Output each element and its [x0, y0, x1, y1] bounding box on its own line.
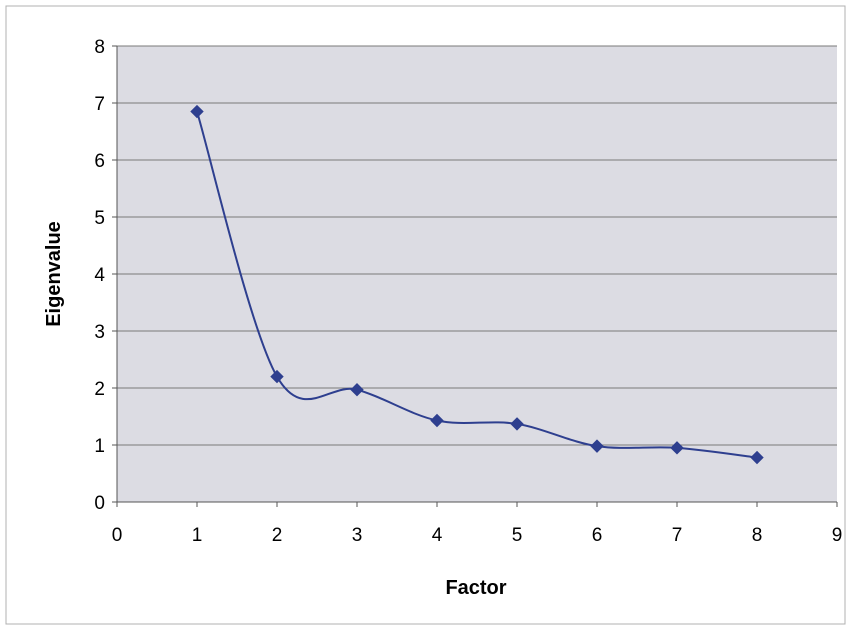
x-tick-label: 1: [192, 525, 203, 546]
series: [190, 104, 764, 465]
x-tick-label: 5: [512, 525, 523, 546]
x-tick-label: 8: [752, 525, 763, 546]
y-tick-label: 5: [94, 208, 105, 229]
x-axis-title: Factor: [445, 577, 506, 599]
y-tick-label: 8: [94, 37, 105, 58]
x-tick-labels: 0 1 2 3 4 5 6 7 8 9: [112, 525, 843, 546]
y-tick-label: 1: [94, 436, 105, 457]
gridlines: [117, 45, 837, 446]
y-axis-title: Eigenvalue: [43, 221, 65, 327]
data-point: [430, 413, 444, 428]
x-tick-label: 7: [672, 525, 683, 546]
y-tick-label: 2: [94, 379, 105, 400]
y-tick-label: 7: [94, 94, 105, 115]
x-tick-label: 4: [432, 525, 443, 546]
x-tick-label: 6: [592, 525, 603, 546]
data-point: [510, 417, 524, 431]
y-tick-label: 6: [94, 151, 105, 172]
x-tick-label: 2: [272, 525, 283, 546]
data-point: [670, 441, 684, 455]
data-point: [750, 450, 764, 465]
y-tick-label: 4: [94, 265, 105, 286]
data-point: [270, 369, 284, 384]
y-tick-label: 3: [94, 322, 105, 343]
x-tick-label: 3: [352, 525, 363, 546]
data-point: [350, 383, 364, 397]
y-tick-label: 0: [94, 493, 105, 514]
x-tick-label: 9: [832, 525, 843, 546]
data-point: [190, 104, 204, 119]
y-tick-labels: 0 1 2 3 4 5 6 7 8: [94, 37, 105, 514]
x-tick-label: 0: [112, 525, 123, 546]
data-point: [590, 439, 604, 453]
axes: [112, 45, 838, 507]
